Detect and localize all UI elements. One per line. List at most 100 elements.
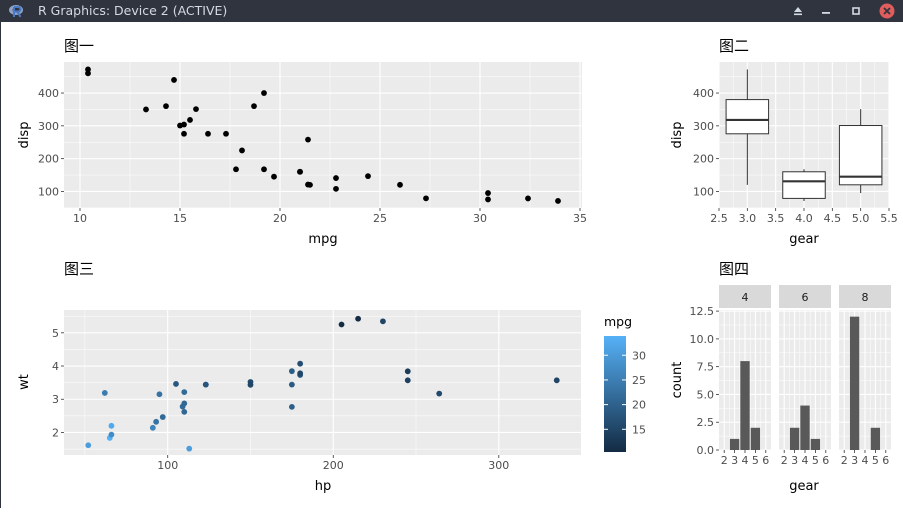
legend-tick-label: 20 bbox=[632, 399, 646, 412]
x-tick-label: 3.5 bbox=[767, 212, 785, 225]
data-point bbox=[553, 377, 560, 384]
data-point bbox=[163, 103, 169, 110]
data-point bbox=[555, 198, 561, 204]
x-tick-label: 5.5 bbox=[880, 212, 898, 225]
data-point bbox=[233, 166, 239, 173]
data-point bbox=[404, 368, 411, 375]
legend-tick-label: 15 bbox=[632, 423, 646, 436]
plot-1-points bbox=[85, 66, 561, 204]
data-point bbox=[271, 173, 277, 180]
x-tick-label: 3 bbox=[791, 454, 798, 467]
data-point bbox=[181, 408, 188, 415]
plot-2-y-label: disp bbox=[670, 122, 685, 149]
data-point bbox=[153, 418, 160, 425]
data-point bbox=[485, 196, 491, 203]
plot-4-y-label: count bbox=[670, 362, 685, 399]
data-point bbox=[159, 414, 166, 420]
data-point bbox=[305, 181, 311, 188]
y-tick-label: 0.0 bbox=[697, 444, 715, 457]
y-tick-label: 100 bbox=[693, 185, 714, 198]
data-point bbox=[171, 77, 177, 83]
data-point bbox=[193, 106, 199, 113]
y-tick-label: 400 bbox=[693, 87, 714, 100]
plot-2-tick-labels: 100 200 300 400 2.5 3.0 3.5 4.0 4.5 5.0 5.5 bbox=[693, 87, 898, 225]
facet-strip-label: 6 bbox=[802, 291, 809, 304]
data-point bbox=[187, 117, 193, 123]
data-point bbox=[202, 381, 209, 388]
plot-2: 图二 100 200 300 400 2.5 3.0 3.5 4.0 4.5 5.0 5.5 gea… bbox=[670, 37, 898, 247]
x-tick-label: 2 bbox=[841, 454, 848, 467]
data-point bbox=[485, 190, 491, 196]
data-point bbox=[436, 390, 443, 397]
y-tick-label: 100 bbox=[38, 185, 59, 198]
x-tick-label: 35 bbox=[573, 212, 587, 225]
maximize-icon[interactable] bbox=[848, 3, 864, 19]
x-tick-label: 5 bbox=[812, 454, 819, 467]
facet-strip bbox=[839, 285, 891, 308]
plot-3-legend: mpg 15 20 25 30 bbox=[604, 314, 646, 452]
data-point bbox=[143, 106, 149, 113]
plot-2-x-label: gear bbox=[789, 232, 819, 247]
data-point bbox=[239, 147, 245, 154]
plot-3-points bbox=[85, 315, 560, 452]
plot-3: 图三 2 3 4 5 100 200 300 hp wt mpg 15 20 25 30 bbox=[17, 260, 646, 494]
bar bbox=[789, 427, 800, 450]
minimize-icon[interactable] bbox=[818, 3, 834, 19]
data-point bbox=[149, 424, 156, 431]
x-tick-label: 4 bbox=[802, 454, 809, 467]
facet-strip bbox=[719, 285, 771, 308]
data-point bbox=[108, 422, 115, 429]
plot-3-title: 图三 bbox=[64, 260, 94, 278]
data-point bbox=[297, 360, 304, 367]
legend-tick-label: 25 bbox=[632, 374, 646, 387]
plot-1-panel bbox=[64, 62, 582, 208]
x-tick-label: 100 bbox=[157, 459, 178, 472]
plot-4-x-label: gear bbox=[789, 479, 819, 494]
eject-icon[interactable] bbox=[790, 3, 806, 19]
facet-strip-label: 8 bbox=[862, 291, 869, 304]
plot-4: 图四 42 3 4 5 662 3 4 5 682 3 4 5 6 0.02.55.07.510.012… bbox=[670, 260, 891, 494]
plot-1: 图一 100 200 300 400 10 15 20 25 30 35 mpg disp bbox=[17, 37, 587, 247]
x-tick-label: 15 bbox=[173, 212, 187, 225]
data-point bbox=[205, 130, 211, 137]
x-tick-label: 5.0 bbox=[852, 212, 870, 225]
data-point bbox=[288, 403, 295, 410]
facet-strip bbox=[779, 285, 831, 308]
plot-3-y-label: wt bbox=[17, 374, 32, 390]
y-tick-label: 5 bbox=[52, 327, 59, 340]
box-iqr bbox=[725, 99, 770, 135]
data-point bbox=[251, 103, 257, 110]
bar bbox=[870, 427, 881, 450]
data-point bbox=[338, 321, 345, 328]
x-tick-label: 4 bbox=[862, 454, 869, 467]
data-point bbox=[181, 389, 188, 396]
plot-1-y-label: disp bbox=[17, 122, 32, 149]
legend-title: mpg bbox=[604, 314, 632, 329]
x-tick-label: 3.0 bbox=[739, 212, 757, 225]
y-tick-label: 7.5 bbox=[697, 361, 715, 374]
data-point bbox=[156, 391, 163, 398]
close-icon[interactable] bbox=[879, 3, 895, 19]
legend-colorbar bbox=[604, 336, 626, 452]
x-tick-label: 6 bbox=[822, 454, 829, 467]
plot-2-boxes bbox=[725, 69, 883, 201]
data-point bbox=[288, 381, 295, 388]
y-tick-label: 400 bbox=[38, 87, 59, 100]
x-tick-label: 4 bbox=[742, 454, 749, 467]
plot-3-grid bbox=[64, 310, 581, 455]
data-point bbox=[186, 445, 193, 452]
data-point bbox=[247, 381, 254, 388]
x-tick-label: 4.0 bbox=[795, 212, 813, 225]
y-tick-label: 12.5 bbox=[690, 305, 715, 318]
data-point bbox=[297, 168, 303, 175]
data-point bbox=[397, 181, 403, 188]
y-tick-label: 200 bbox=[693, 153, 714, 166]
legend-ticks: 15 20 25 30 bbox=[604, 349, 646, 436]
plot-4-facets: 42 3 4 5 662 3 4 5 682 3 4 5 6 bbox=[719, 285, 891, 467]
data-point bbox=[181, 130, 187, 137]
x-tick-label: 2 bbox=[781, 454, 788, 467]
x-tick-label: 6 bbox=[882, 454, 889, 467]
data-point bbox=[297, 370, 304, 377]
plot-4-y-tick-labels: 0.0 2.5 5.0 7.5 10.0 12.5 bbox=[690, 305, 719, 457]
